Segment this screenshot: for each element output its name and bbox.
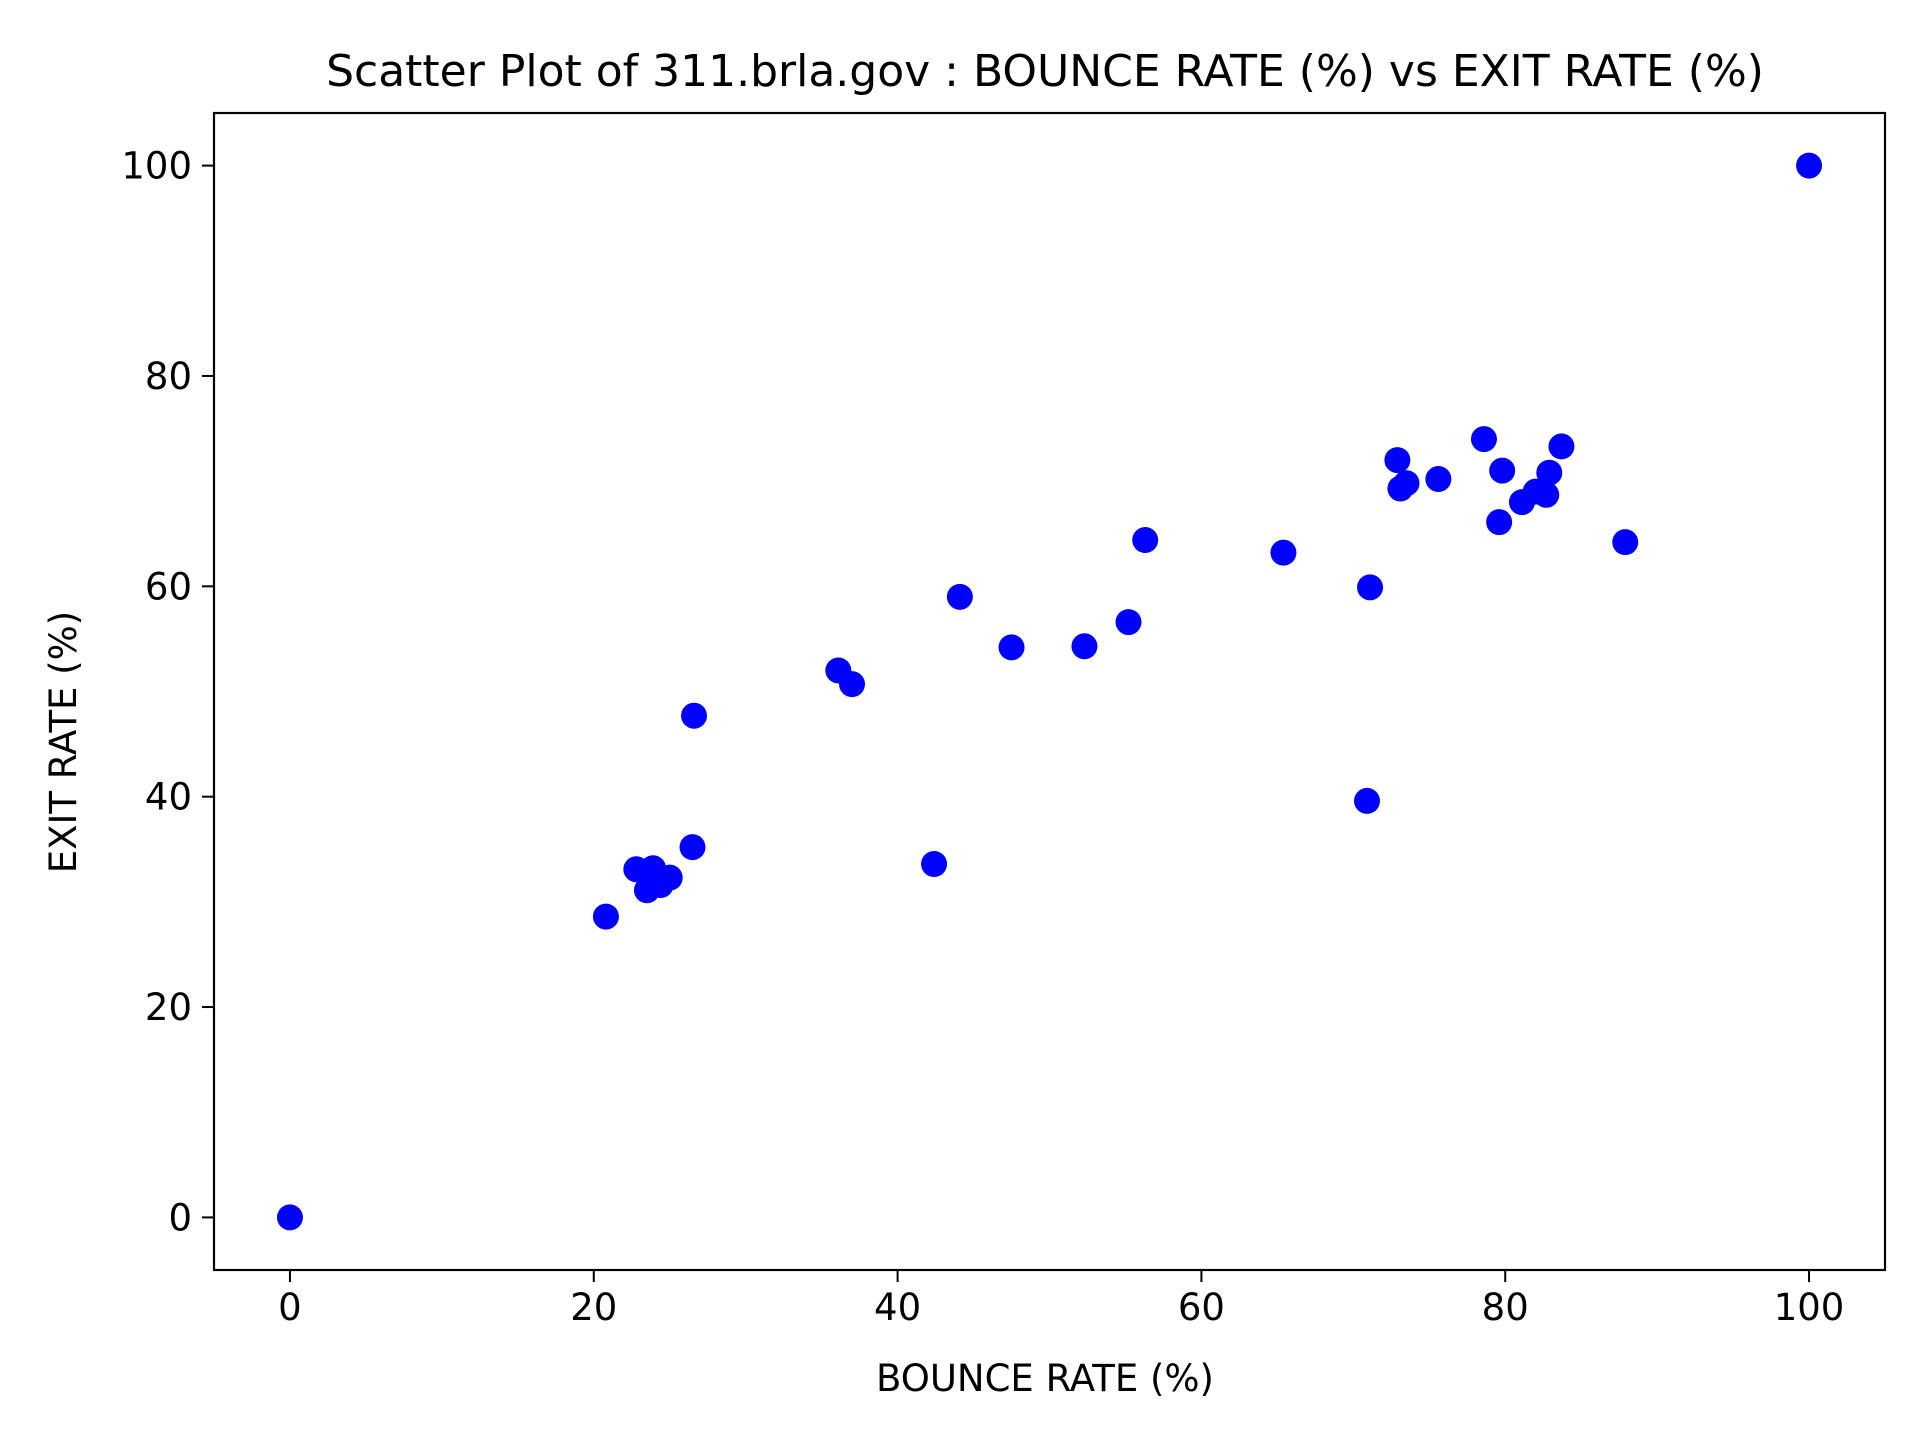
y-tick-label: 60 [145,565,192,608]
data-point [1115,609,1142,636]
data-point [1548,433,1575,460]
x-axis-label: BOUNCE RATE (%) [876,1357,1214,1400]
x-tick-label: 0 [278,1286,302,1329]
data-point [1796,152,1823,179]
x-tick-label: 20 [570,1286,617,1329]
y-tick-label: 100 [121,145,192,188]
data-point [946,583,973,610]
x-tick-label: 40 [874,1286,921,1329]
data-point [921,850,948,877]
data-point [1533,481,1560,508]
chart-title: Scatter Plot of 311.brla.gov : BOUNCE RA… [326,46,1764,97]
data-point [1425,466,1452,493]
data-point [276,1204,303,1231]
data-point [1489,457,1516,484]
data-point [1486,509,1513,536]
data-point [1536,459,1563,486]
data-point [1384,447,1411,474]
data-point [1470,426,1497,453]
data-point [656,864,683,891]
data-point [839,671,866,698]
data-point [1132,527,1159,554]
x-tick-label: 100 [1774,1286,1845,1329]
data-point [679,834,706,861]
data-point [1393,470,1420,497]
data-point [592,903,619,930]
x-tick-label: 60 [1178,1286,1225,1329]
y-tick-label: 20 [145,986,192,1029]
data-point [1270,539,1297,566]
plot-area: 0 20 40 60 80 100 0 20 40 60 80 100 [121,111,1887,1329]
data-point [1612,529,1639,556]
x-tick-label: 80 [1482,1286,1529,1329]
y-tick-label: 0 [168,1196,192,1239]
y-tick-label: 40 [145,776,192,819]
data-point [1357,574,1384,601]
data-point [998,634,1025,661]
data-point [1071,633,1098,660]
y-tick-label: 80 [145,355,192,398]
axes-frame [212,111,1887,1272]
data-point [1353,787,1380,814]
data-point [681,702,708,729]
y-axis-label: EXIT RATE (%) [42,611,85,873]
